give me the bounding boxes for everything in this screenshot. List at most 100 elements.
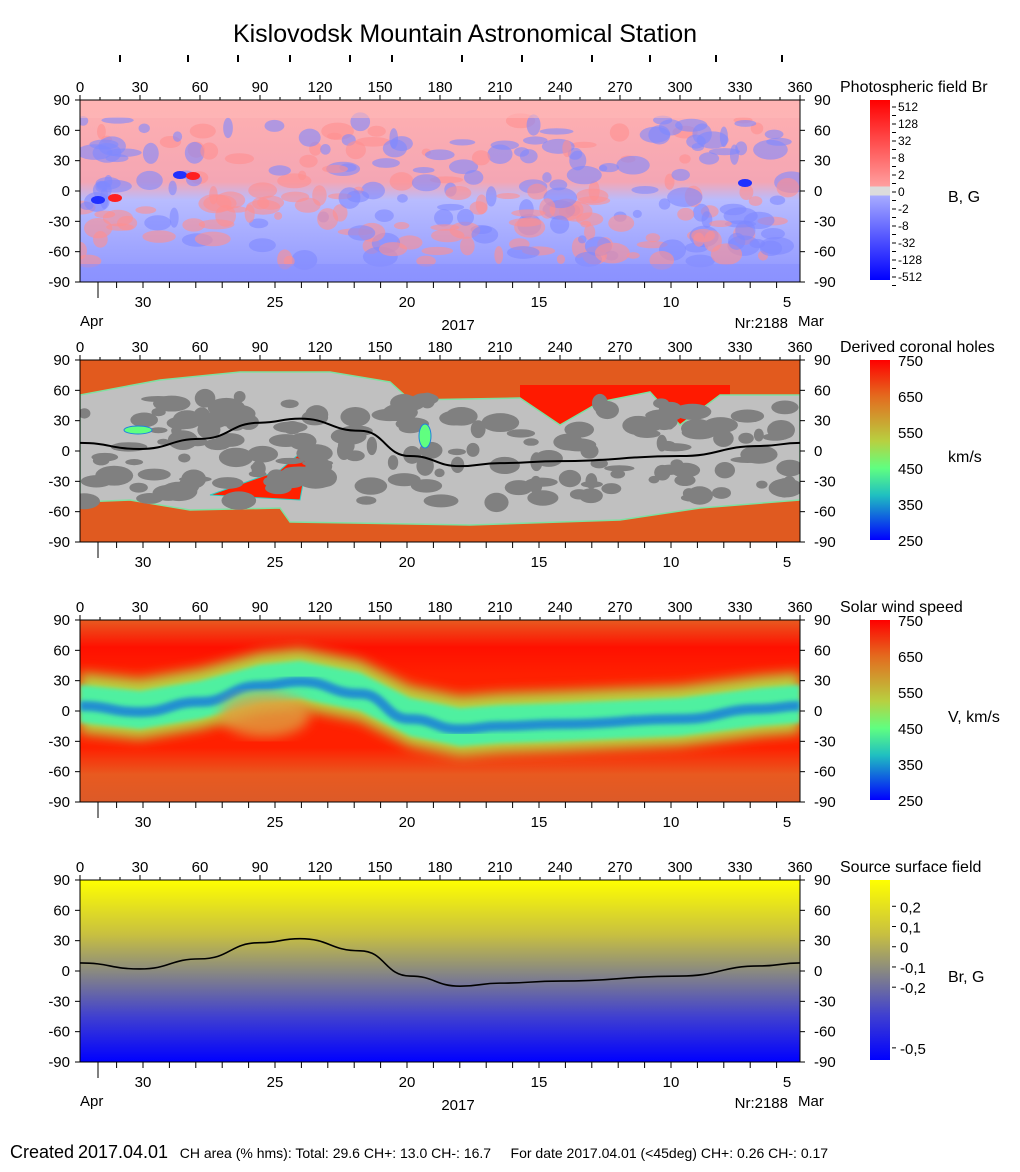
y-tick-label-right: 90 (814, 352, 831, 369)
field-patch (632, 209, 642, 218)
colorbar-tick-label: 512 (898, 100, 918, 114)
closed-field-patch (564, 421, 595, 438)
y-tick-label-right: -90 (814, 274, 836, 291)
colorbar-tick-label: 650 (898, 649, 923, 666)
date-tick-label: 15 (531, 554, 548, 571)
colorbar (870, 880, 890, 1060)
closed-field-patch (534, 450, 563, 467)
x-tick-label: 210 (487, 339, 512, 356)
closed-field-patch (504, 480, 533, 496)
field-patch (708, 148, 740, 156)
colorbar-tick-label: 0,2 (900, 899, 921, 916)
date-tick-label: 10 (663, 294, 680, 311)
closed-field-patch (489, 456, 520, 475)
y-tick-label: 90 (53, 612, 70, 629)
closed-field-patch (152, 484, 185, 501)
closed-field-patch (130, 412, 158, 428)
x-tick-label: 210 (487, 79, 512, 96)
field-patch (728, 232, 746, 250)
field-patch (445, 185, 472, 201)
closed-field-patch (149, 427, 168, 434)
closed-field-patch (714, 462, 736, 479)
x-tick-label: 180 (427, 339, 452, 356)
closed-field-patch (756, 480, 768, 489)
closed-field-patch (447, 448, 466, 456)
closed-field-patch (558, 469, 582, 488)
map-panel-2 (80, 360, 800, 542)
field-patch (490, 140, 520, 150)
field-patch (460, 236, 475, 256)
field-patch (372, 158, 400, 168)
closed-field-patch (445, 407, 478, 426)
colorbar-tick-label: -0,5 (900, 1041, 926, 1058)
field-patch (182, 218, 206, 232)
closed-field-patch (450, 456, 465, 473)
closed-field-patch (423, 494, 459, 508)
coronal-hole-small (418, 423, 432, 449)
y-tick-label: -60 (48, 504, 70, 521)
x-tick-label: 360 (787, 79, 812, 96)
field-patch (135, 206, 157, 214)
x-tick-label: 360 (787, 859, 812, 876)
field-patch (677, 207, 695, 221)
field-patch (138, 123, 150, 134)
field-patch (200, 142, 219, 160)
y-tick-label-right: -30 (814, 733, 836, 750)
field-patch (93, 231, 108, 248)
field-patch (748, 196, 763, 207)
closed-field-patch (275, 457, 304, 465)
y-tick-label: 60 (53, 382, 70, 399)
closed-field-patch (633, 429, 661, 438)
month-start-label: Apr (80, 1093, 103, 1110)
field-patch (257, 195, 285, 210)
field-patch (136, 170, 163, 191)
closed-field-patch (466, 442, 480, 457)
x-tick-label: 0 (76, 339, 84, 356)
y-tick-label: 60 (53, 902, 70, 919)
colorbar-tick-label: 2 (898, 168, 905, 182)
field-patch (97, 124, 106, 140)
colorbar-tick-label: 0 (900, 940, 908, 957)
date-tick-label: 10 (663, 1074, 680, 1091)
y-tick-label: 90 (53, 872, 70, 889)
closed-field-patch (178, 453, 191, 463)
field-patch (496, 192, 520, 200)
closed-field-patch (137, 468, 171, 481)
closed-field-patch (212, 477, 244, 489)
closed-field-patch (771, 400, 799, 415)
colorbar (870, 360, 890, 540)
closed-field-patch (525, 477, 558, 487)
field-patch (696, 131, 729, 149)
closed-field-patch (225, 417, 246, 431)
field-patch (616, 155, 650, 175)
y-tick-label: 30 (53, 153, 70, 170)
field-patch (224, 153, 255, 165)
date-tick-label: 25 (267, 294, 284, 311)
field-patch (671, 168, 690, 181)
closed-field-patch (656, 434, 668, 452)
x-tick-label: 330 (727, 79, 752, 96)
y-tick-label-right: -60 (814, 244, 836, 261)
closed-field-patch (523, 438, 539, 446)
field-patch (456, 208, 474, 226)
field-patch (471, 150, 491, 166)
closed-field-patch (157, 438, 170, 445)
polar-north (80, 100, 800, 118)
x-tick-label: 60 (192, 79, 209, 96)
closed-field-patch (80, 408, 91, 419)
field-patch (248, 182, 278, 199)
field-patch (169, 207, 179, 228)
colorbar-tick-label: 250 (898, 533, 923, 550)
field-patch (776, 178, 800, 198)
y-tick-label-right: -60 (814, 764, 836, 781)
colorbar-tick-label: 0,1 (900, 920, 921, 937)
closed-field-patch (673, 403, 712, 420)
x-tick-label: 180 (427, 79, 452, 96)
closed-field-patch (172, 410, 202, 429)
colorbar-tick-label: 650 (898, 389, 923, 406)
field-patch (584, 224, 596, 241)
field-patch (475, 194, 488, 215)
colorbar-unit: km/s (948, 449, 982, 466)
field-patch (760, 227, 785, 240)
field-patch (569, 150, 587, 171)
